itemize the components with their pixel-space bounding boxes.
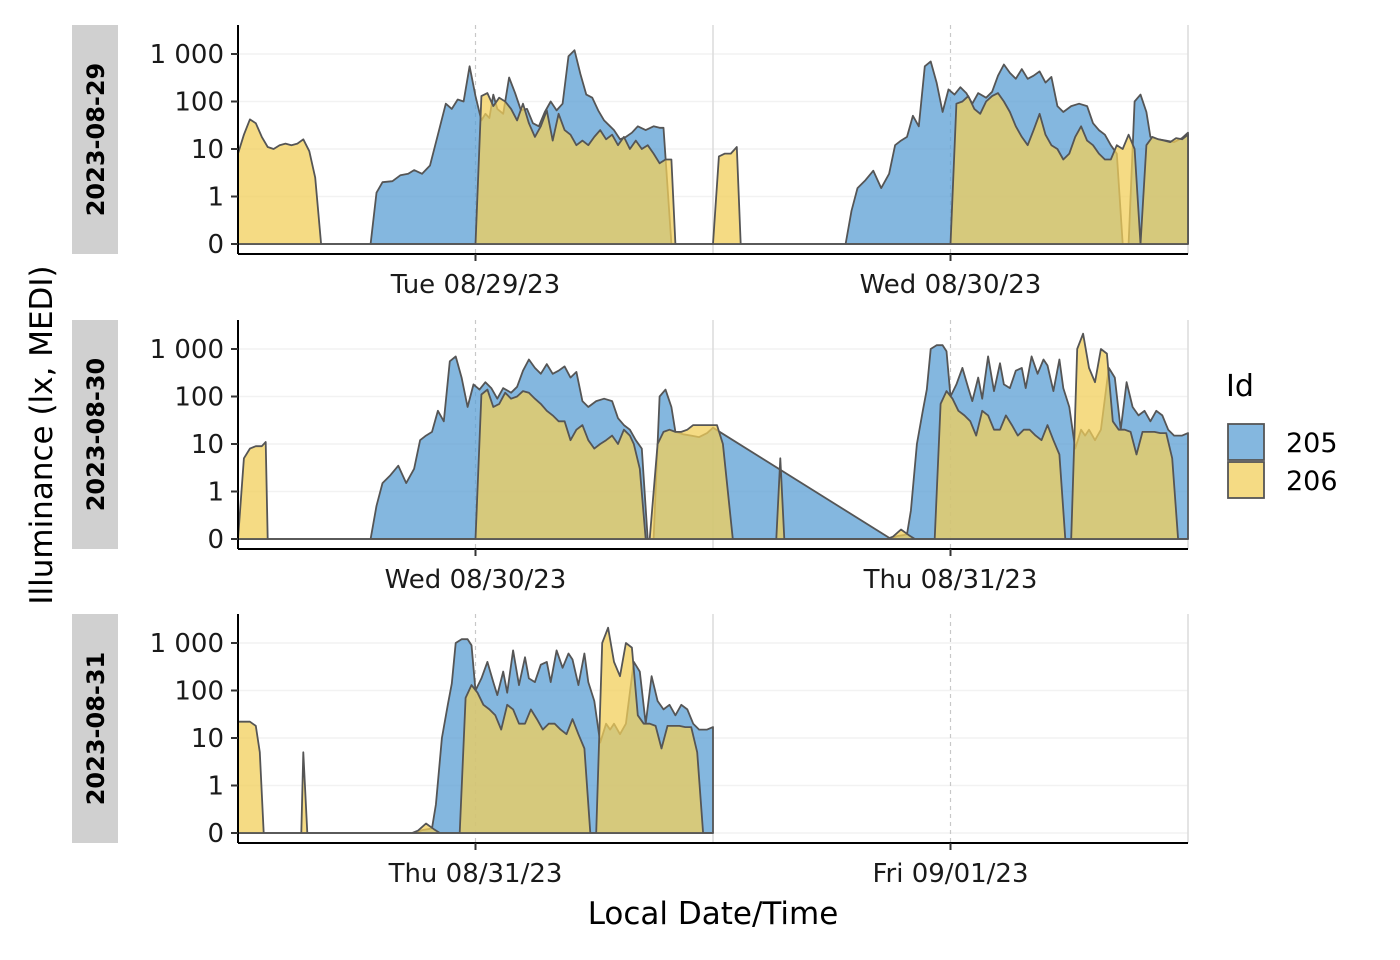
facet-strip-label: 2023-08-30	[82, 358, 110, 512]
y-tick-label: 10	[191, 135, 224, 165]
y-tick-label: 1	[207, 183, 224, 213]
x-tick-label: Wed 08/30/23	[385, 565, 567, 595]
series-area-206	[237, 92, 1189, 245]
x-tick-label: Wed 08/30/23	[860, 270, 1042, 300]
x-tick-label: Thu 08/31/23	[388, 859, 563, 889]
x-tick-label: Thu 08/31/23	[863, 565, 1038, 595]
y-tick-label: 1	[207, 772, 224, 802]
x-axis-title: Local Date/Time	[588, 896, 839, 932]
facet-strip	[72, 614, 118, 843]
y-tick-label: 100	[174, 383, 224, 413]
series-area-206	[237, 332, 1189, 540]
facet-panel: 0 1 10 100 1 000 Tue 08/29/23 Wed 08/30/23 2023…	[72, 25, 1189, 300]
y-tick-label: 0	[207, 819, 224, 849]
x-tick-label: Tue 08/29/23	[390, 270, 560, 300]
y-tick-label: 1 000	[150, 629, 224, 659]
legend-label: 205	[1286, 428, 1338, 459]
facet-panel: 0 1 10 100 1 000 Thu 08/31/23 Fri 09/01/23 2023…	[72, 614, 1189, 889]
y-tick-label: 100	[174, 677, 224, 707]
legend-key-206	[1227, 461, 1265, 499]
facet-strip	[72, 25, 118, 254]
x-tick-label: Fri 09/01/23	[872, 859, 1028, 889]
y-axis-title: Illuminance (lx, MEDI)	[24, 265, 60, 604]
y-tick-label: 1 000	[150, 40, 224, 70]
facet-strip-label: 2023-08-31	[82, 652, 110, 806]
y-tick-label: 0	[207, 525, 224, 555]
facet-strip-label: 2023-08-29	[82, 63, 110, 217]
y-tick-label: 10	[191, 724, 224, 754]
legend-label: 206	[1286, 466, 1338, 497]
series-area-206	[237, 626, 714, 834]
y-tick-label: 1 000	[150, 335, 224, 365]
facet-strip	[72, 320, 118, 549]
y-tick-label: 0	[207, 230, 224, 260]
legend: Id 205 206	[1226, 369, 1338, 499]
legend-title: Id	[1226, 369, 1254, 404]
facet-panel: 0 1 10 100 1 000 Wed 08/30/23 Thu 08/31/23 2023…	[72, 320, 1189, 595]
legend-key-205	[1227, 423, 1265, 461]
y-tick-label: 1	[207, 478, 224, 508]
y-tick-label: 10	[191, 430, 224, 460]
y-tick-label: 100	[174, 88, 224, 118]
